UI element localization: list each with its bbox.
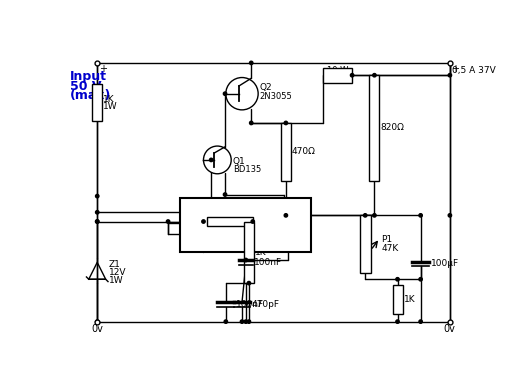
- Text: Z1: Z1: [109, 260, 121, 269]
- Circle shape: [373, 74, 376, 77]
- Bar: [369, 75, 379, 181]
- Circle shape: [419, 320, 423, 323]
- Text: 12V: 12V: [109, 268, 126, 277]
- Text: 100nF: 100nF: [254, 258, 282, 267]
- Circle shape: [95, 220, 99, 223]
- Text: 6: 6: [182, 229, 187, 238]
- Text: 1K: 1K: [255, 248, 267, 257]
- Circle shape: [244, 320, 247, 323]
- Text: 11: 11: [182, 208, 191, 217]
- Circle shape: [284, 121, 288, 124]
- Text: 1K: 1K: [103, 95, 115, 103]
- Circle shape: [448, 74, 452, 77]
- Bar: [92, 85, 102, 121]
- Circle shape: [251, 220, 254, 223]
- Text: 13: 13: [243, 243, 253, 252]
- Bar: [392, 285, 403, 314]
- Text: 820Ω: 820Ω: [380, 123, 404, 133]
- Bar: [360, 215, 370, 273]
- Circle shape: [166, 220, 170, 223]
- Circle shape: [351, 74, 354, 77]
- Text: 1W: 1W: [109, 275, 123, 285]
- Text: 470Ω: 470Ω: [292, 147, 316, 156]
- Text: 100μF: 100μF: [431, 259, 459, 268]
- Circle shape: [95, 220, 99, 223]
- Circle shape: [373, 214, 376, 217]
- Bar: [180, 198, 311, 252]
- Circle shape: [202, 220, 205, 223]
- Text: 47K: 47K: [381, 244, 399, 252]
- Bar: [281, 123, 291, 181]
- Circle shape: [419, 214, 423, 217]
- Text: +: +: [99, 64, 107, 74]
- Circle shape: [419, 278, 423, 281]
- Text: 100nF: 100nF: [236, 300, 264, 309]
- Text: 3: 3: [304, 211, 308, 220]
- Text: Input: Input: [69, 70, 106, 83]
- Circle shape: [396, 278, 399, 281]
- Circle shape: [226, 77, 258, 110]
- Circle shape: [250, 61, 253, 65]
- Text: +: +: [451, 64, 460, 74]
- Circle shape: [247, 282, 251, 285]
- Bar: [207, 217, 253, 226]
- Circle shape: [448, 214, 452, 217]
- Text: 0,1Ω: 0,1Ω: [328, 75, 347, 83]
- Text: 10: 10: [185, 200, 195, 209]
- Circle shape: [284, 214, 288, 217]
- Text: P1: P1: [381, 235, 392, 244]
- Circle shape: [95, 320, 99, 323]
- Circle shape: [250, 121, 253, 124]
- Circle shape: [224, 320, 228, 323]
- Text: 0,5 A 37V: 0,5 A 37V: [452, 66, 496, 75]
- Circle shape: [247, 320, 251, 323]
- Text: BD135: BD135: [233, 165, 261, 173]
- Text: 1W: 1W: [103, 102, 118, 111]
- Text: 470pF: 470pF: [252, 300, 280, 309]
- Circle shape: [364, 214, 367, 217]
- Circle shape: [95, 211, 99, 214]
- Text: 50 V: 50 V: [69, 80, 101, 93]
- Circle shape: [224, 193, 227, 196]
- Text: 4: 4: [287, 243, 292, 252]
- Text: 5: 5: [202, 243, 207, 252]
- Text: (max): (max): [69, 89, 111, 102]
- Bar: [323, 67, 352, 83]
- Text: 0v: 0v: [444, 324, 455, 334]
- Circle shape: [209, 158, 213, 162]
- Text: 723: 723: [231, 218, 260, 233]
- Circle shape: [240, 320, 244, 323]
- Text: 2: 2: [282, 200, 287, 209]
- Circle shape: [204, 146, 231, 174]
- Text: Q1: Q1: [233, 157, 245, 166]
- Text: 1K: 1K: [404, 295, 415, 304]
- Text: 10 W: 10 W: [327, 66, 348, 75]
- Circle shape: [396, 320, 399, 323]
- Text: Q2: Q2: [259, 83, 272, 92]
- Text: 0v: 0v: [91, 324, 103, 334]
- Circle shape: [244, 258, 247, 262]
- Text: 5K6: 5K6: [221, 210, 239, 218]
- Circle shape: [224, 92, 227, 95]
- Bar: [244, 221, 254, 283]
- Text: 12: 12: [182, 219, 191, 228]
- Text: 2N3055: 2N3055: [259, 92, 292, 100]
- Circle shape: [95, 195, 99, 198]
